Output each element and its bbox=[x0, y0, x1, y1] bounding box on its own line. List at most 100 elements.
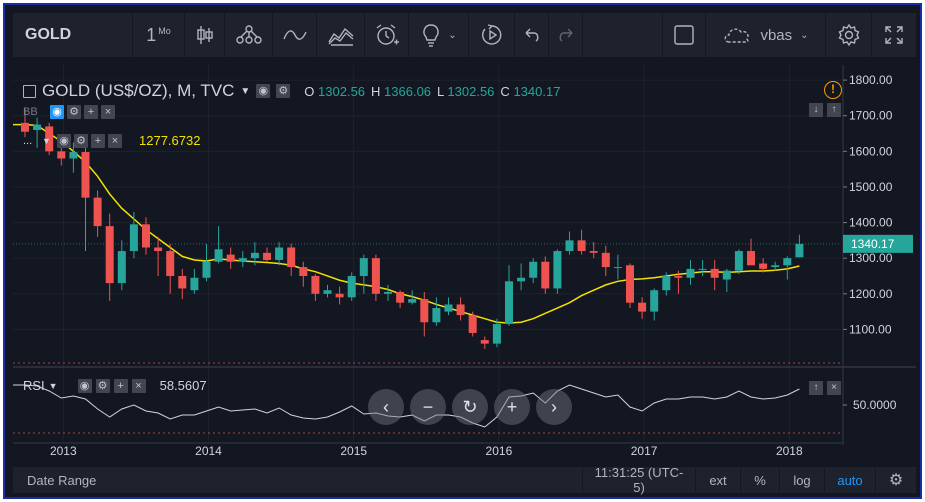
warning-icon[interactable]: ! bbox=[824, 81, 842, 99]
arrow-down-icon[interactable]: ↓ bbox=[809, 103, 823, 117]
rsi-label[interactable]: RSI bbox=[23, 378, 45, 393]
financials-button[interactable] bbox=[317, 13, 365, 57]
eye-icon[interactable]: ◉ bbox=[256, 84, 271, 98]
chart-canvas[interactable]: 1800.00 1700.00 1600.00 1500.00 1400.00 1300.… bbox=[7, 65, 916, 467]
price-tick-label: 1700.00 bbox=[849, 109, 893, 123]
undo-icon bbox=[525, 28, 538, 42]
reset-chart-button[interactable]: ↻ bbox=[452, 389, 488, 425]
plus-icon[interactable]: + bbox=[113, 378, 128, 393]
maximize-button[interactable] bbox=[872, 13, 916, 57]
price-axis[interactable]: 1800.00 1700.00 1600.00 1500.00 1400.00 1300.… bbox=[842, 65, 913, 445]
current-price-badge bbox=[843, 234, 913, 253]
plus-icon[interactable]: + bbox=[91, 133, 105, 148]
ma-value: 1277.6732 bbox=[139, 133, 201, 148]
candle-body bbox=[263, 252, 271, 260]
log-scale-toggle[interactable]: log bbox=[793, 472, 811, 488]
symbol-search-button[interactable]: GOLD bbox=[13, 13, 133, 57]
candle-body bbox=[420, 299, 429, 323]
time-tick-label: 2013 bbox=[50, 444, 77, 458]
candle-body bbox=[190, 277, 199, 291]
candle-body bbox=[93, 197, 102, 227]
layout-name: vbas bbox=[760, 26, 793, 44]
close-icon[interactable]: × bbox=[101, 105, 115, 119]
grid bbox=[13, 65, 916, 441]
indicator-legend-row: BB ◉ ⚙ + × bbox=[23, 105, 115, 119]
ideas-button[interactable]: ⌄ bbox=[409, 13, 469, 57]
current-price-label: 1340.17 bbox=[851, 237, 895, 251]
date-range-button[interactable]: Date Range bbox=[27, 472, 97, 488]
zoom-in-button[interactable]: + bbox=[494, 389, 530, 425]
chart-style-button[interactable] bbox=[185, 13, 225, 57]
auto-scale-toggle[interactable]: auto bbox=[837, 472, 863, 488]
eye-icon[interactable]: ◉ bbox=[57, 133, 71, 148]
symbol-title[interactable]: GOLD (US$/OZ), M, TVC bbox=[42, 81, 235, 100]
candle-body bbox=[142, 224, 150, 248]
gear-icon[interactable]: ⚙ bbox=[276, 84, 291, 98]
time-tick-label: 2017 bbox=[631, 444, 658, 458]
ma-line bbox=[7, 123, 800, 324]
candle-body bbox=[226, 254, 235, 262]
chart-navigation: ‹ − ↻ + › bbox=[368, 389, 572, 425]
close-icon[interactable]: × bbox=[131, 378, 146, 393]
chart-area[interactable]: 1800.00 1700.00 1600.00 1500.00 1400.00 1300.… bbox=[7, 65, 916, 467]
indicators-button[interactable] bbox=[273, 13, 317, 57]
arrow-up-icon[interactable]: ↑ bbox=[827, 103, 841, 117]
candle-body bbox=[129, 224, 138, 252]
chevron-down-icon[interactable]: ▼ bbox=[48, 380, 58, 391]
indicator-label[interactable]: BB bbox=[23, 106, 38, 118]
scroll-right-button[interactable]: › bbox=[536, 389, 572, 425]
eye-icon[interactable]: ◉ bbox=[50, 105, 64, 119]
close-value: C 1340.17 bbox=[500, 83, 561, 99]
symbol-checkbox-icon[interactable] bbox=[23, 84, 36, 98]
indicator-label[interactable]: ... bbox=[23, 134, 33, 147]
lightbulb-icon bbox=[423, 24, 440, 47]
alert-button[interactable] bbox=[365, 13, 409, 57]
gear-icon[interactable]: ⚙ bbox=[95, 378, 110, 393]
close-icon[interactable]: × bbox=[827, 381, 841, 395]
candle-body bbox=[601, 252, 610, 268]
divider bbox=[875, 467, 876, 493]
settings-button[interactable] bbox=[826, 13, 872, 57]
chevron-down-icon[interactable]: ▼ bbox=[42, 135, 51, 146]
chevron-down-icon: ⌄ bbox=[448, 29, 457, 41]
price-tick-label: 1300.00 bbox=[849, 251, 893, 265]
redo-button[interactable] bbox=[549, 13, 583, 57]
indicator-legend-row: ... ▼ ◉ ⚙ + × 1277.6732 bbox=[23, 133, 200, 148]
candle-body bbox=[505, 281, 513, 325]
time-axis[interactable]: 2013 2014 2015 2016 2017 2018 bbox=[13, 442, 843, 458]
gear-icon[interactable]: ⚙ bbox=[67, 105, 81, 119]
fullscreen-select-button[interactable] bbox=[662, 13, 706, 57]
zoom-out-button[interactable]: − bbox=[410, 389, 446, 425]
compare-button[interactable] bbox=[225, 13, 273, 57]
clock-timezone-button[interactable]: 11:31:25 (UTC-5) bbox=[594, 465, 684, 495]
replay-button[interactable] bbox=[469, 13, 515, 57]
price-tick-label: 1500.00 bbox=[849, 180, 893, 194]
expand-icon bbox=[885, 26, 903, 44]
candle-body bbox=[517, 277, 526, 282]
candle-body bbox=[202, 261, 211, 278]
cloud-icon bbox=[725, 28, 750, 43]
percent-scale-toggle[interactable]: % bbox=[754, 472, 766, 488]
candle-body bbox=[698, 268, 707, 270]
gear-icon[interactable]: ⚙ bbox=[888, 472, 904, 489]
candle-body bbox=[783, 258, 792, 266]
chevron-down-icon[interactable]: ▼ bbox=[240, 85, 251, 97]
eye-icon[interactable]: ◉ bbox=[77, 378, 92, 393]
interval-value: 1 bbox=[146, 24, 157, 45]
gear-icon[interactable]: ⚙ bbox=[74, 133, 88, 148]
arrow-up-icon[interactable]: ↑ bbox=[809, 381, 823, 395]
price-tick-label: 1100.00 bbox=[849, 322, 892, 336]
undo-button[interactable] bbox=[515, 13, 549, 57]
interval-button[interactable]: 1 Mo bbox=[133, 13, 185, 57]
candle-body bbox=[396, 292, 405, 303]
divider bbox=[695, 467, 696, 493]
candle-body bbox=[589, 251, 598, 253]
plus-icon[interactable]: + bbox=[84, 105, 98, 119]
chart-legend: GOLD (US$/OZ), M, TVC ▼ ◉ ⚙ O 1302.56 H … bbox=[23, 81, 560, 101]
layout-menu-button[interactable]: vbas ⌄ bbox=[706, 13, 826, 57]
scroll-left-button[interactable]: ‹ bbox=[368, 389, 404, 425]
square-icon bbox=[674, 25, 694, 45]
candle-body bbox=[759, 263, 768, 269]
ext-hours-toggle[interactable]: ext bbox=[709, 472, 727, 488]
close-icon[interactable]: × bbox=[108, 133, 122, 148]
